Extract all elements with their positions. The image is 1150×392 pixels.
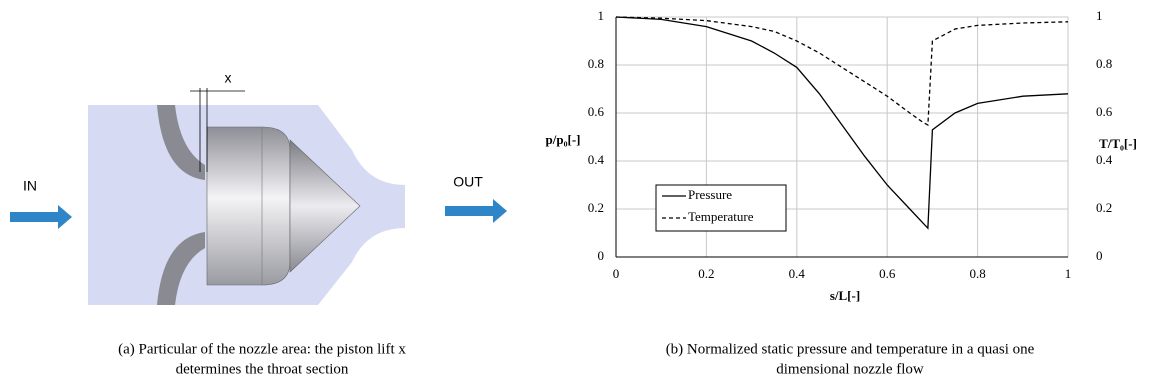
y2-tick-label: 0.2: [1096, 200, 1112, 215]
y2-tick-label: 0.6: [1096, 104, 1113, 119]
series-line: [616, 17, 1068, 125]
piston: [207, 127, 290, 285]
y-tick-label: 0.6: [588, 104, 605, 119]
y-tick-label: 0.2: [588, 200, 604, 215]
y2-tick-label: 0.8: [1096, 56, 1112, 71]
caption: (b) Normalized static pressure and tempe…: [666, 341, 1035, 357]
y2-tick-label: 0.4: [1096, 152, 1113, 167]
legend-label: Pressure: [688, 187, 732, 202]
x-tick-label: 1: [1065, 266, 1072, 281]
x-tick-label: 0.6: [879, 266, 896, 281]
y-tick-label: 1: [598, 8, 605, 23]
out-label: OUT: [453, 174, 483, 190]
x-tick-label: 0.8: [969, 266, 985, 281]
inlet-pipe: [88, 180, 208, 232]
nozzle-diagram: x IN OUT (a) Particular of the nozzle ar…: [10, 70, 507, 378]
caption: determines the throat section: [176, 361, 349, 377]
figure: x IN OUT (a) Particular of the nozzle ar…: [0, 0, 1150, 387]
out-arrow: [445, 199, 507, 223]
in-arrow: [10, 205, 72, 229]
y-tick-label: 0.4: [588, 152, 605, 167]
y2-tick-label: 1: [1096, 8, 1103, 23]
y2-axis-label: T/T₀[-]: [1099, 136, 1137, 151]
in-label: IN: [23, 178, 37, 194]
x-tick-label: 0.2: [698, 266, 714, 281]
x-axis-label: s/L[-]: [830, 288, 860, 303]
y-axis-label: p/p₀[-]: [546, 132, 581, 147]
lift-label: x: [225, 70, 232, 86]
caption: (a) Particular of the nozzle area: the p…: [118, 341, 406, 357]
y-tick-label: 0: [598, 248, 605, 263]
y-tick-label: 0.8: [588, 56, 604, 71]
y2-tick-label: 0: [1096, 248, 1103, 263]
x-tick-label: 0: [613, 266, 620, 281]
caption: dimensional nozzle flow: [776, 361, 924, 377]
x-tick-label: 0.4: [789, 266, 806, 281]
legend-label: Temperature: [688, 209, 754, 224]
